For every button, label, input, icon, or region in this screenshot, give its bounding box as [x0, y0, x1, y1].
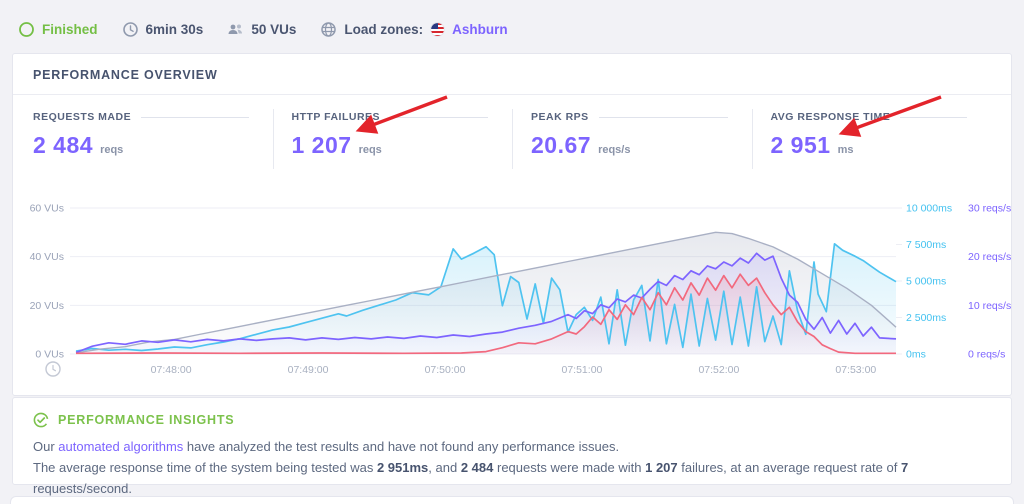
users-icon	[227, 21, 244, 38]
svg-text:0 VUs: 0 VUs	[35, 349, 64, 361]
text-segment: requests/second.	[33, 480, 133, 496]
metric-label: PEAK RPS	[531, 111, 589, 123]
insights-line-1: Our automated algorithms have analyzed t…	[33, 437, 991, 458]
svg-text:10 000ms: 10 000ms	[906, 203, 952, 215]
check-circle-icon	[33, 412, 49, 428]
metric-requests-made: REQUESTS MADE 2 484 reqs	[33, 109, 273, 169]
load-zone-link[interactable]: Ashburn	[452, 22, 508, 37]
svg-text:07:51:00: 07:51:00	[562, 364, 603, 376]
insights-line-2: The average response time of the system …	[33, 458, 991, 500]
performance-overview-panel: PERFORMANCE OVERVIEW REQUESTS MADE 2 484…	[12, 53, 1012, 396]
us-flag-icon	[430, 22, 445, 37]
svg-text:10 reqs/s: 10 reqs/s	[968, 300, 1011, 312]
metric-rule	[900, 116, 967, 118]
metric-value: 1 207	[291, 132, 352, 158]
duration-item: 6min 30s	[122, 21, 204, 38]
metric-unit: reqs	[358, 144, 382, 156]
metric-value: 2 484	[33, 132, 94, 158]
metric-http-failures: HTTP FAILURES 1 207 reqs	[272, 109, 513, 169]
svg-text:7 500ms: 7 500ms	[906, 239, 946, 251]
svg-text:0 reqs/s: 0 reqs/s	[968, 349, 1005, 361]
test-status-bar: Finished 6min 30s 50 VUs Load zones: Ash…	[18, 21, 508, 38]
metric-peak-rps: PEAK RPS 20.67 reqs/s	[512, 109, 752, 169]
metric-value: 20.67	[531, 132, 592, 158]
svg-text:07:53:00: 07:53:00	[835, 364, 876, 376]
metric-unit: reqs/s	[598, 144, 631, 156]
performance-insights-panel: PERFORMANCE INSIGHTS Our automated algor…	[12, 397, 1012, 496]
automated-algorithms-link[interactable]: automated algorithms	[58, 439, 184, 454]
performance-chart-svg: 0 VUs 20 VUs 40 VUs 60 VUs 0ms 2 500ms 5 000ms…	[30, 203, 1011, 377]
svg-text:30 reqs/s: 30 reqs/s	[968, 203, 1011, 215]
vus-item: 50 VUs	[227, 21, 296, 38]
text-segment: 2 951ms	[376, 459, 429, 475]
vus-text: 50 VUs	[251, 22, 297, 37]
svg-text:20 reqs/s: 20 reqs/s	[968, 251, 1011, 263]
metric-value: 2 951	[770, 132, 831, 158]
svg-text:2 500ms: 2 500ms	[906, 312, 946, 324]
metric-unit: reqs	[100, 144, 124, 156]
svg-text:07:48:00: 07:48:00	[151, 364, 192, 376]
clock-icon	[122, 21, 139, 38]
metric-rule	[141, 116, 249, 118]
svg-text:5 000ms: 5 000ms	[906, 276, 946, 288]
svg-text:07:52:00: 07:52:00	[698, 364, 739, 376]
svg-text:07:49:00: 07:49:00	[288, 364, 329, 376]
text-segment: have analyzed the test results and have …	[183, 439, 620, 454]
metric-rule	[598, 116, 728, 118]
svg-text:20 VUs: 20 VUs	[30, 300, 64, 312]
metric-avg-response-time: AVG RESPONSE TIME 2 951 ms	[751, 109, 992, 169]
text-segment: 1 207	[645, 459, 678, 475]
load-zones-item: Load zones: Ashburn	[320, 21, 508, 38]
panel-title: PERFORMANCE OVERVIEW	[13, 54, 1011, 95]
performance-chart: 0 VUs 20 VUs 40 VUs 60 VUs 0ms 2 500ms 5 000ms…	[13, 189, 1013, 394]
metric-unit: ms	[837, 144, 854, 156]
load-zones-label: Load zones:	[344, 22, 424, 37]
svg-text:07:50:00: 07:50:00	[425, 364, 466, 376]
metric-rule	[390, 116, 488, 118]
metric-label: HTTP FAILURES	[291, 111, 381, 123]
text-segment: , and	[428, 459, 461, 475]
insights-title: PERFORMANCE INSIGHTS	[58, 413, 235, 427]
metric-label: AVG RESPONSE TIME	[770, 111, 891, 123]
metric-label: REQUESTS MADE	[33, 111, 132, 123]
status-text: Finished	[42, 22, 98, 37]
status-circle-icon	[18, 21, 35, 38]
text-segment: Our	[33, 439, 59, 454]
svg-text:0ms: 0ms	[906, 349, 926, 361]
text-segment: 2 484	[460, 459, 494, 475]
next-panel-edge	[10, 496, 1014, 504]
globe-icon	[320, 21, 337, 38]
text-segment: 7	[900, 459, 909, 475]
metrics-row: REQUESTS MADE 2 484 reqs HTTP FAILURES 1…	[33, 109, 991, 169]
text-segment: The average response time of the system …	[33, 459, 377, 475]
duration-text: 6min 30s	[145, 22, 204, 37]
svg-text:60 VUs: 60 VUs	[30, 203, 64, 215]
text-segment: failures, at an average request rate of	[677, 459, 901, 475]
svg-text:40 VUs: 40 VUs	[30, 251, 64, 263]
status-item: Finished	[18, 21, 98, 38]
text-segment: requests were made with	[493, 459, 646, 475]
